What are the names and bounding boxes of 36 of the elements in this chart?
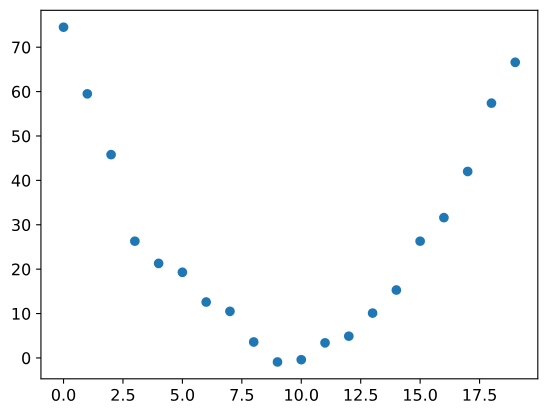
point — [82, 88, 92, 99]
point — [368, 308, 378, 318]
x-tick-label: 5.0 — [170, 388, 194, 401]
y-tick-label: 20 — [12, 263, 30, 276]
point — [130, 236, 140, 246]
y-tick-label: 10 — [12, 308, 30, 320]
point — [415, 236, 425, 246]
point — [248, 337, 259, 347]
point — [106, 150, 116, 160]
x-tick-label: 0.0 — [52, 388, 76, 401]
point — [272, 357, 282, 367]
point — [154, 258, 164, 268]
point — [320, 338, 330, 348]
x-tick-label: 7.5 — [230, 389, 254, 401]
y-tick-label: 60 — [12, 86, 30, 98]
y-tick-label: 50 — [12, 130, 30, 142]
point — [439, 212, 449, 223]
point — [201, 297, 212, 307]
point — [486, 98, 496, 108]
point — [58, 22, 68, 32]
x-tick-label: 10.0 — [285, 388, 318, 401]
y-tick-label: 70 — [12, 41, 30, 54]
point — [225, 306, 235, 316]
point — [462, 166, 473, 176]
y-tick-label: 40 — [12, 174, 30, 187]
x-tick-label: 2.5 — [111, 388, 134, 401]
y-tick-label: 30 — [12, 218, 30, 232]
x-tick-label: 15.0 — [404, 388, 437, 401]
x-tick-label: 17.5 — [464, 389, 496, 401]
x-tick-label: 12.5 — [344, 388, 378, 401]
point — [296, 354, 306, 365]
point — [344, 331, 354, 342]
y-tick-label: 0 — [22, 352, 30, 364]
point — [510, 57, 520, 68]
point — [392, 285, 402, 295]
point — [178, 267, 188, 278]
